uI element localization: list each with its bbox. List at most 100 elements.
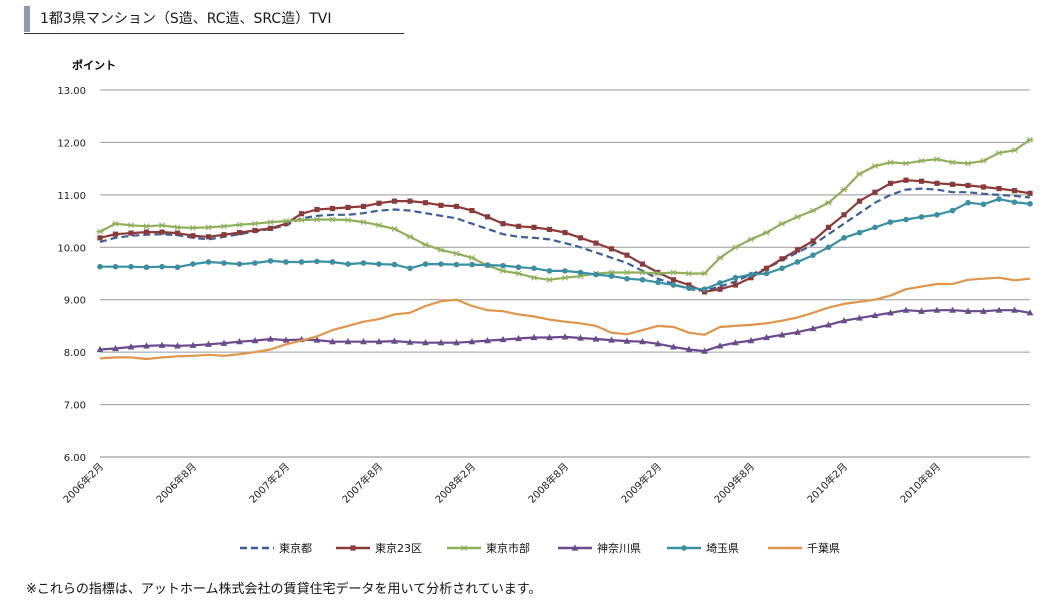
data-point: [748, 271, 754, 278]
data-point: [965, 182, 971, 189]
data-point: [546, 333, 553, 341]
data-point: [460, 545, 468, 551]
data-point: [685, 270, 693, 277]
data-point: [717, 280, 723, 286]
data-point: [964, 307, 972, 314]
data-point: [701, 286, 708, 293]
y-axis-label: ポイント: [72, 58, 116, 72]
data-point: [779, 265, 785, 272]
data-point: [376, 200, 382, 206]
data-point: [314, 206, 320, 213]
data-point: [484, 214, 491, 220]
data-point: [391, 337, 398, 344]
legend-item: 東京都: [240, 541, 312, 555]
data-point: [624, 252, 630, 258]
data-point: [251, 220, 259, 227]
data-point: [205, 259, 212, 265]
data-point: [453, 203, 460, 209]
data-point: [639, 338, 646, 345]
data-point: [561, 274, 569, 281]
data-point: [437, 247, 445, 253]
series-5: [97, 196, 1033, 293]
data-point: [778, 331, 786, 338]
data-point: [701, 347, 708, 354]
data-point: [1011, 147, 1018, 154]
data-point: [685, 345, 693, 353]
legend-item: 千葉県: [768, 541, 840, 555]
data-point: [190, 233, 196, 239]
data-point: [809, 324, 817, 332]
data-point: [779, 256, 785, 262]
data-point: [282, 218, 290, 224]
data-point: [499, 335, 507, 343]
data-point: [562, 268, 568, 274]
data-point: [810, 238, 816, 244]
data-point: [934, 180, 940, 186]
data-point: [375, 338, 383, 345]
data-point: [236, 261, 243, 267]
data-point: [1027, 200, 1033, 207]
data-point: [654, 270, 662, 277]
data-point: [872, 224, 878, 231]
data-point: [593, 271, 599, 278]
data-point: [298, 259, 305, 265]
data-point: [422, 241, 429, 248]
data-point: [314, 258, 320, 265]
data-point: [530, 333, 538, 341]
data-point: [639, 269, 646, 276]
data-point: [298, 211, 305, 217]
data-point: [422, 200, 429, 206]
data-point: [577, 269, 584, 276]
data-point: [298, 217, 305, 223]
data-point: [236, 338, 243, 345]
data-point: [345, 204, 351, 211]
data-point: [887, 159, 894, 166]
data-point: [670, 277, 677, 283]
data-point: [561, 333, 569, 340]
data-point: [794, 259, 801, 265]
data-point: [438, 261, 444, 267]
data-point: [902, 160, 910, 167]
data-point: [468, 338, 476, 345]
data-point: [995, 150, 1003, 156]
x-tick-label: 2010年8月: [897, 460, 943, 506]
data-point: [670, 343, 677, 350]
data-point: [964, 160, 972, 167]
data-point: [251, 337, 259, 344]
y-tick-label: 10.00: [57, 243, 86, 254]
data-point: [360, 260, 367, 266]
data-point: [158, 341, 166, 348]
legend-label: 千葉県: [807, 541, 840, 555]
data-point: [825, 199, 832, 206]
y-tick-label: 8.00: [64, 348, 86, 359]
data-point: [918, 157, 925, 164]
data-point: [360, 219, 367, 226]
data-point: [453, 339, 460, 346]
x-tick-label: 2009年8月: [711, 460, 757, 506]
data-point: [716, 342, 724, 349]
data-point: [283, 221, 289, 227]
data-point: [282, 336, 290, 343]
data-point: [220, 339, 228, 346]
data-point: [856, 170, 863, 177]
data-point: [422, 261, 429, 267]
data-point: [794, 213, 801, 220]
series-line: [99, 187, 1031, 292]
data-point: [949, 159, 956, 166]
data-point: [530, 274, 538, 281]
y-tick-label: 7.00: [64, 401, 86, 412]
data-point: [593, 240, 599, 246]
data-point: [406, 338, 414, 345]
x-tick-label: 2006年8月: [153, 460, 199, 506]
data-point: [438, 202, 444, 208]
data-point: [267, 335, 274, 342]
data-point: [313, 216, 321, 223]
data-point: [887, 180, 894, 186]
data-point: [763, 229, 770, 236]
data-point: [267, 219, 274, 226]
data-point: [980, 157, 987, 164]
data-point: [841, 235, 847, 241]
data-point: [205, 234, 212, 240]
series-3: [96, 136, 1034, 283]
